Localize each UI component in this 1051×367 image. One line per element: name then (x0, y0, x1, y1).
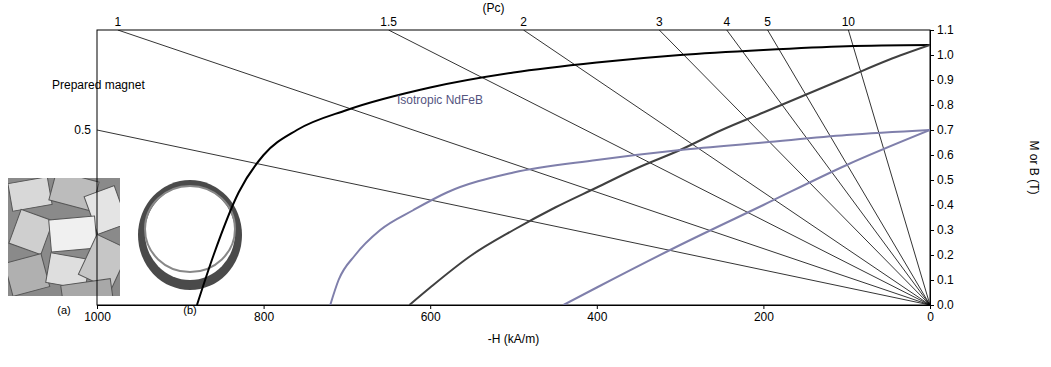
x-tick: 800 (254, 305, 274, 324)
magnet-block (61, 279, 114, 296)
y-tick-mark (930, 55, 934, 56)
x-tick-label: 1000 (84, 310, 111, 324)
y-tick-label: 0.3 (937, 223, 954, 237)
x-tick: 400 (587, 305, 607, 324)
curve (409, 45, 930, 305)
y-tick-mark (930, 180, 934, 181)
x-axis: 1000 800 600 400 200 0 (84, 305, 934, 324)
load-line (659, 30, 930, 305)
load-line (389, 30, 930, 305)
magnet-block (8, 254, 50, 296)
y-axis-title: M or B (T) (1027, 141, 1041, 195)
y-tick: 0.4 (930, 198, 954, 212)
x-tick: 200 (754, 305, 774, 324)
x-tick-label: 0 (927, 310, 934, 324)
load-line-label: 4 (723, 15, 730, 29)
y-tick-mark (930, 280, 934, 281)
x-tick-mark (597, 305, 598, 309)
magnet-block (49, 216, 98, 252)
y-tick: 0.9 (930, 73, 954, 87)
y-tick-label: 0.7 (937, 123, 954, 137)
plot-frame (97, 30, 930, 305)
x-tick-label: 400 (587, 310, 607, 324)
load-line-label: 5 (764, 15, 771, 29)
curve (330, 130, 930, 305)
y-tick-label: 0.9 (937, 73, 954, 87)
load-line (768, 30, 930, 305)
y-tick-mark (930, 105, 934, 106)
load-line-label: 2 (520, 15, 527, 29)
ring-outer (138, 180, 242, 290)
y-tick-label: 0.2 (937, 248, 954, 262)
y-axis: 0.0 0.1 0.2 0.3 0.4 0.5 0.6 0.7 0.8 0.9 1.0 1.1 (930, 23, 954, 312)
y-tick: 0.3 (930, 223, 954, 237)
y-tick: 0.0 (930, 298, 954, 312)
x-tick-label: 600 (421, 310, 441, 324)
y-tick: 0.8 (930, 98, 954, 112)
y-tick-mark (930, 230, 934, 231)
y-tick-label: 1.0 (937, 48, 954, 62)
y-tick-mark (930, 305, 934, 306)
y-tick: 1.1 (930, 23, 954, 37)
load-line (118, 30, 930, 305)
load-line-label: 1 (114, 15, 121, 29)
photos (4, 171, 242, 308)
y-tick-mark (930, 255, 934, 256)
magnet-block (9, 209, 53, 254)
y-tick-mark (930, 205, 934, 206)
y-tick: 0.7 (930, 123, 954, 137)
y-tick-label: 0.5 (937, 173, 954, 187)
magnet-block (8, 178, 52, 211)
curve (197, 45, 930, 305)
y-tick: 1.0 (930, 48, 954, 62)
load-line-title: (Pc) (483, 1, 505, 15)
y-tick: 0.1 (930, 273, 954, 287)
load-line-label: 10 (842, 15, 856, 29)
y-tick-label: 0.4 (937, 198, 954, 212)
load-line (727, 30, 930, 305)
curve (563, 130, 930, 305)
x-tick-mark (430, 305, 431, 309)
x-tick-mark (97, 305, 98, 309)
x-tick: 0 (927, 305, 934, 324)
figure: (a)(b)Prepared magnetIsotropic NdFeB0.51… (0, 0, 1051, 367)
x-tick: 600 (421, 305, 441, 324)
y-tick-mark (930, 155, 934, 156)
y-tick-label: 0.1 (937, 273, 954, 287)
curve-label: Isotropic NdFeB (397, 93, 483, 107)
y-tick-label: 1.1 (937, 23, 954, 37)
x-tick-label: 200 (754, 310, 774, 324)
photo-b (138, 180, 242, 290)
y-tick: 0.6 (930, 148, 954, 162)
y-tick-mark (930, 30, 934, 31)
y-tick: 0.2 (930, 248, 954, 262)
x-tick-mark (264, 305, 265, 309)
x-tick: 1000 (84, 305, 111, 324)
curve-label: Prepared magnet (52, 78, 145, 92)
load-line (97, 130, 930, 305)
x-tick-mark (763, 305, 764, 309)
x-axis-title: -H (kA/m) (488, 332, 539, 346)
y-tick-mark (930, 130, 934, 131)
x-tick-label: 800 (254, 310, 274, 324)
load-line-label: 1.5 (380, 15, 397, 29)
load-line-label: 0.5 (74, 123, 91, 137)
load-line-label: 3 (656, 15, 663, 29)
x-axis-line (98, 306, 931, 310)
load-line (523, 30, 930, 305)
y-tick-mark (930, 80, 934, 81)
y-tick: 0.5 (930, 173, 954, 187)
y-tick-label: 0.6 (937, 148, 954, 162)
photo-a (4, 171, 129, 308)
y-axis-line (931, 31, 935, 306)
y-tick-label: 0.8 (937, 98, 954, 112)
plot-area (97, 30, 930, 305)
photo-caption: (a) (57, 304, 70, 316)
y-tick-label: 0.0 (937, 298, 954, 312)
ring-edge (145, 186, 235, 272)
